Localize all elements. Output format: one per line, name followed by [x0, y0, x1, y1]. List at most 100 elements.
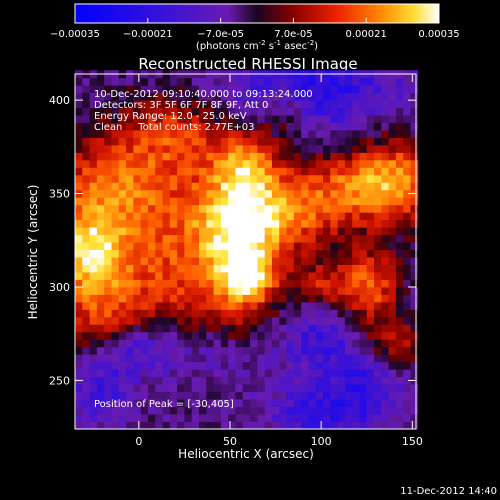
heatmap-cell	[147, 212, 156, 221]
heatmap-cell	[169, 182, 178, 191]
heatmap-cell	[140, 264, 149, 273]
heatmap-cell	[388, 264, 397, 273]
heatmap-cell	[191, 414, 200, 422]
heatmap-cell	[410, 309, 419, 318]
heatmap-cell	[301, 122, 309, 131]
heatmap-cell	[293, 219, 302, 228]
heatmap-cell	[410, 242, 419, 251]
heatmap-cell	[337, 234, 346, 243]
heatmap-cell	[395, 197, 404, 206]
heatmap-cell	[191, 152, 200, 161]
heatmap-cell	[177, 130, 185, 138]
heatmap-cell	[155, 294, 163, 303]
heatmap-cell	[410, 227, 419, 236]
heatmap-cell	[96, 137, 105, 146]
heatmap-cell	[308, 100, 317, 109]
heatmap-cell	[271, 212, 280, 221]
heatmap-cell	[206, 316, 214, 325]
heatmap-cell	[184, 159, 193, 168]
heatmap-cell	[155, 316, 163, 325]
heatmap-cell	[395, 406, 404, 415]
heatmap-cell	[279, 219, 287, 228]
heatmap-cell	[104, 174, 112, 183]
heatmap-cell	[96, 287, 105, 295]
heatmap-cell	[228, 406, 236, 415]
heatmap-cell	[235, 421, 244, 430]
heatmap-cell	[315, 174, 324, 183]
heatmap-cell	[184, 279, 193, 288]
heatmap-cell	[177, 159, 185, 168]
heatmap-cell	[199, 369, 207, 378]
heatmap-cell	[344, 294, 353, 303]
heatmap-cell	[271, 122, 280, 131]
heatmap-cell	[279, 369, 287, 378]
heatmap-cell	[126, 145, 134, 153]
heatmap-cell	[118, 219, 127, 228]
heatmap-cell	[147, 159, 156, 168]
heatmap-cell	[403, 369, 411, 378]
heatmap-cell	[286, 399, 295, 407]
heatmap-cell	[250, 122, 258, 131]
heatmap-cell	[82, 406, 90, 415]
heatmap-cell	[352, 219, 360, 228]
heatmap-cell	[293, 384, 302, 393]
heatmap-cell	[118, 339, 127, 348]
heatmap-cell	[228, 107, 236, 116]
heatmap-cell	[388, 152, 397, 161]
heatmap-cell	[111, 234, 120, 243]
heatmap-cell	[366, 257, 375, 265]
heatmap-cell	[206, 92, 214, 101]
heatmap-area	[75, 70, 419, 430]
heatmap-cell	[228, 145, 236, 153]
heatmap-cell	[366, 279, 375, 288]
heatmap-cell	[264, 174, 273, 183]
heatmap-cell	[162, 406, 171, 415]
heatmap-cell	[264, 309, 273, 318]
heatmap-cell	[374, 130, 382, 138]
heatmap-cell	[286, 167, 295, 176]
heatmap-cell	[337, 257, 346, 265]
heatmap-cell	[199, 384, 207, 393]
heatmap-cell	[315, 399, 324, 407]
heatmap-cell	[286, 331, 295, 340]
info-overlay: 10-Dec-2012 09:10:40.000 to 09:13:24.000…	[94, 89, 313, 410]
heatmap-cell	[220, 242, 229, 251]
heatmap-cell	[118, 145, 127, 153]
heatmap-cell	[177, 361, 185, 370]
heatmap-cell	[381, 100, 390, 109]
heatmap-cell	[111, 287, 120, 295]
heatmap-cell	[118, 204, 127, 213]
heatmap-cell	[352, 77, 360, 86]
heatmap-cell	[315, 294, 324, 303]
heatmap-cell	[177, 279, 185, 288]
heatmap-cell	[169, 309, 178, 318]
heatmap-cell	[337, 406, 346, 415]
heatmap-cell	[184, 227, 193, 236]
heatmap-cell	[177, 391, 185, 400]
heatmap-cell	[301, 174, 309, 183]
heatmap-cell	[308, 197, 317, 206]
heatmap-cell	[177, 152, 185, 161]
colorbar-tick-label: −0.00035	[50, 29, 100, 40]
heatmap-cell	[220, 384, 229, 393]
heatmap-cell	[133, 234, 142, 243]
heatmap-cell	[264, 399, 273, 407]
heatmap-cell	[220, 406, 229, 415]
heatmap-cell	[213, 249, 222, 258]
heatmap-cell	[374, 406, 382, 415]
heatmap-cell	[89, 167, 98, 176]
heatmap-cell	[330, 264, 338, 273]
heatmap-cell	[169, 242, 178, 251]
heatmap-cell	[228, 77, 236, 86]
heatmap-cell	[96, 115, 105, 123]
heatmap-cell	[220, 399, 229, 407]
heatmap-cell	[403, 406, 411, 415]
heatmap-cell	[228, 234, 236, 243]
heatmap-cell	[169, 406, 178, 415]
heatmap-cell	[323, 159, 331, 168]
heatmap-cell	[140, 137, 149, 146]
heatmap-cell	[410, 301, 419, 310]
heatmap-cell	[220, 257, 229, 265]
heatmap-cell	[213, 145, 222, 153]
heatmap-cell	[89, 287, 98, 295]
